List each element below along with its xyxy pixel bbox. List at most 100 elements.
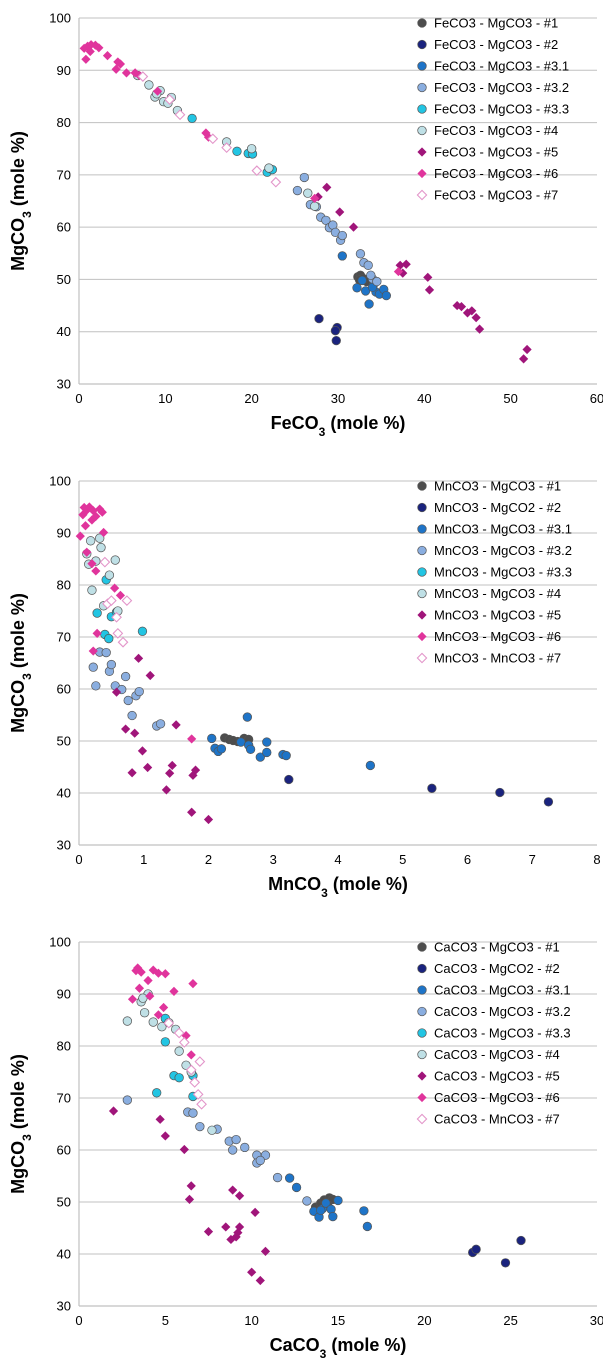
series-4 — [292, 172, 382, 287]
data-point — [203, 1227, 214, 1237]
data-point — [228, 1145, 238, 1155]
legend-item: MnCO3 - MgCO3 - #3.3 — [417, 565, 572, 580]
data-point — [456, 302, 467, 312]
legend-item: FeCO3 - MgCO3 - #3.2 — [417, 80, 569, 95]
data-point — [186, 1181, 196, 1191]
data-point — [328, 1211, 338, 1222]
data-point — [121, 724, 131, 734]
legend-item: CaCO3 - MgCO3 - #5 — [417, 1069, 560, 1084]
data-point — [155, 719, 166, 729]
legend-marker — [417, 1006, 427, 1017]
data-point — [500, 1258, 511, 1268]
data-point — [234, 1222, 245, 1232]
series-4 — [88, 647, 166, 731]
legend-label: CaCO3 - MgCO3 - #5 — [434, 1069, 560, 1084]
data-point — [221, 142, 233, 154]
data-point — [115, 590, 126, 600]
data-point — [495, 787, 505, 798]
x-tick-label: 0 — [75, 391, 82, 406]
data-point — [335, 207, 345, 217]
data-point — [188, 979, 198, 989]
x-tick-labels: 0 10 20 30 40 50 60 — [75, 391, 603, 406]
series-2 — [468, 1235, 526, 1268]
data-point — [337, 230, 347, 241]
data-point — [272, 1172, 283, 1183]
gridlines — [79, 17, 597, 333]
data-point — [302, 1196, 312, 1206]
data-point — [163, 1017, 175, 1029]
data-point — [310, 201, 320, 211]
data-point — [363, 260, 373, 270]
data-point — [99, 556, 111, 568]
series-9 — [99, 556, 133, 648]
data-point — [228, 735, 238, 746]
legend-item: MnCO3 - MgCO3 - #1 — [417, 479, 561, 494]
series-9 — [137, 71, 282, 188]
legend-item: CaCO3 - MgCO3 - #1 — [417, 940, 560, 955]
data-point — [91, 511, 101, 521]
x-axis-title-main: MnCO — [268, 874, 321, 894]
legend-label: MnCO3 - MgCO3 - #3.2 — [434, 543, 572, 558]
data-point — [121, 595, 133, 606]
data-point — [87, 559, 97, 569]
series-6 — [82, 533, 123, 616]
legend-item: MnCO3 - MgCO3 - #3.1 — [417, 522, 572, 537]
y-axis-title-main: MgCO — [8, 1141, 28, 1194]
x-tick-label: 30 — [331, 391, 345, 406]
data-point — [471, 1244, 481, 1254]
data-point — [194, 1056, 206, 1067]
y-tick-labels: 30 40 50 60 70 80 90 100 — [49, 935, 71, 1314]
legend-label: FeCO3 - MgCO3 - #5 — [434, 145, 558, 160]
data-point — [105, 595, 117, 606]
data-point — [159, 1002, 169, 1013]
legend-label: FeCO3 - MgCO3 - #3.1 — [434, 59, 569, 74]
data-point — [310, 193, 320, 203]
data-point — [228, 1185, 238, 1195]
data-point — [255, 1155, 265, 1166]
legend-label: MnCO3 - MgCO3 - #3.1 — [434, 522, 572, 537]
data-point — [97, 507, 107, 517]
data-point — [522, 344, 532, 355]
data-point — [195, 1121, 205, 1132]
data-point — [92, 628, 102, 638]
data-point — [121, 68, 132, 78]
x-tick-label: 10 — [158, 391, 172, 406]
data-point — [207, 733, 217, 744]
x-tick-label: 2 — [205, 852, 212, 867]
legend-label: CaCO3 - MnCO3 - #7 — [434, 1112, 560, 1127]
data-point — [88, 646, 98, 656]
x-tick-label: 20 — [417, 1313, 431, 1328]
legend-item: MnCO3 - MgCO2 - #2 — [417, 500, 561, 515]
x-tick-label: 15 — [331, 1313, 345, 1328]
y-tick-label: 50 — [57, 734, 71, 749]
x-tick-label: 8 — [593, 852, 600, 867]
data-point — [123, 695, 133, 706]
series-2 — [284, 774, 554, 807]
data-point — [366, 270, 376, 280]
data-point — [108, 1106, 119, 1116]
legend-item: FeCO3 - MgCO3 - #3.1 — [417, 59, 569, 74]
legend-marker — [417, 82, 427, 93]
data-point — [359, 1206, 369, 1216]
data-point — [120, 671, 131, 682]
legend-item: MnCO3 - MgCO3 - #4 — [417, 586, 561, 601]
data-point — [152, 1088, 162, 1098]
data-point — [81, 54, 91, 64]
y-tick-label: 100 — [49, 935, 71, 950]
data-point — [423, 272, 433, 282]
data-point — [203, 814, 214, 825]
data-point — [270, 176, 282, 188]
data-point — [104, 570, 115, 580]
data-point — [139, 1008, 150, 1018]
data-point — [155, 1114, 165, 1124]
data-point — [117, 636, 129, 648]
data-point — [372, 276, 382, 287]
legend-item: MnCO3 - MgCO3 - #3.2 — [417, 543, 572, 558]
data-point — [395, 260, 405, 270]
data-point — [157, 1022, 167, 1032]
x-axis-title-main: CaCO — [270, 1335, 320, 1355]
data-point — [221, 1222, 231, 1232]
data-point — [171, 720, 181, 730]
